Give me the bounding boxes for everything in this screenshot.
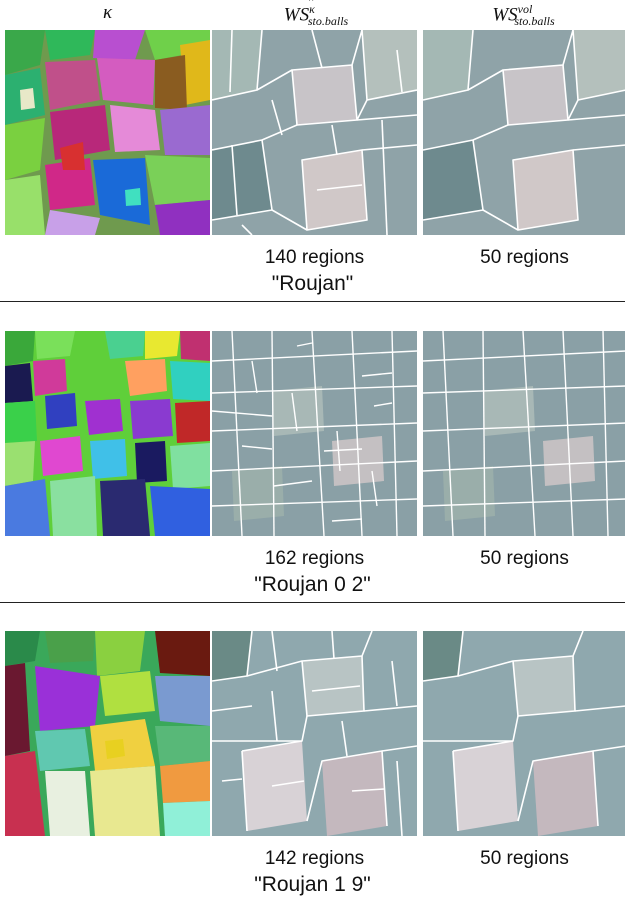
- image-caption: "Roujan 0 2": [254, 573, 371, 596]
- header-ws-vol-base: WS: [492, 4, 518, 26]
- kappa-map-roujan: [5, 30, 210, 235]
- header-ws-vol-sup: vol: [517, 2, 533, 16]
- header-ws-kappa-base: WS: [283, 4, 310, 26]
- image-caption: "Roujan 1 9": [254, 873, 371, 896]
- region-count-kappa: 142 regions: [264, 848, 365, 869]
- ws-vol-map-roujan: [422, 30, 625, 235]
- image-caption: "Roujan": [271, 272, 354, 295]
- header-ws-vol: WSvolsto.balls: [422, 2, 625, 32]
- ws-kappa-map-roujan-1-9: [212, 631, 417, 836]
- kappa-map-roujan-0-2: [5, 331, 210, 536]
- header-kappa: κ: [5, 0, 210, 32]
- row-divider: [0, 301, 625, 302]
- row-divider: [0, 602, 625, 603]
- header-ws-vol-sub: sto.balls: [514, 14, 555, 29]
- region-count-kappa: 140 regions: [264, 247, 365, 268]
- ws-kappa-map-roujan-0-2: [212, 331, 417, 536]
- region-count-vol: 50 regions: [480, 247, 569, 268]
- kappa-symbol: κ: [103, 0, 112, 24]
- header-ws-kappa-sub: sto.balls: [307, 14, 349, 29]
- region-count-vol: 50 regions: [480, 848, 569, 869]
- kappa-map-roujan-1-9: [5, 631, 210, 836]
- ws-vol-map-roujan-1-9: [422, 631, 625, 836]
- header-ws-kappa-sup: κ: [309, 0, 315, 17]
- ws-kappa-map-roujan: [212, 30, 417, 235]
- header-ws-kappa: WSκsto.balls: [212, 0, 420, 32]
- region-count-vol: 50 regions: [480, 548, 569, 569]
- ws-vol-map-roujan-0-2: [422, 331, 625, 536]
- region-count-kappa: 162 regions: [264, 548, 365, 569]
